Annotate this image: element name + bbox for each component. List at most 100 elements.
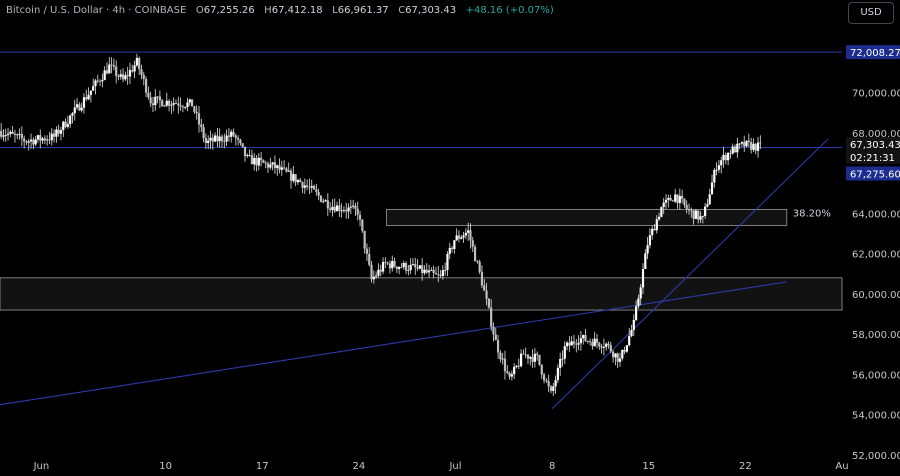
candle-body [41, 138, 44, 141]
interval[interactable]: 4h [112, 5, 126, 16]
candle-body [250, 155, 254, 165]
legend-header: Bitcoin / U.S. Dollar · 4h · COINBASE O6… [6, 5, 554, 16]
candle-body [80, 107, 83, 111]
candle-body [239, 139, 242, 144]
candle-body [506, 371, 509, 373]
candle-body [729, 152, 732, 154]
candle-body [149, 97, 152, 104]
candle-body [4, 135, 7, 136]
candle-body [299, 179, 302, 183]
candle-body [184, 107, 187, 108]
candle-body [398, 267, 401, 269]
currency-button[interactable]: USD [848, 2, 894, 24]
candle-body [234, 135, 237, 139]
candle-body [503, 358, 507, 372]
candle-body [568, 342, 571, 346]
candle-body [460, 237, 463, 239]
candle-body [156, 96, 159, 98]
candle-body [697, 210, 700, 220]
candle-body [637, 298, 640, 307]
candle-body [483, 285, 486, 291]
candle-body [287, 170, 290, 172]
candle-body [453, 240, 456, 249]
candle-body [329, 208, 332, 210]
candle-body [662, 202, 665, 208]
price-badge-label-0: 72,008.27 [850, 48, 900, 59]
candle-body [533, 353, 536, 362]
candle-body [338, 205, 341, 211]
price-badge-3 [846, 166, 900, 181]
low-label: L [332, 5, 338, 16]
candle-body [225, 135, 228, 142]
candle-body [280, 167, 283, 170]
candle-body [706, 204, 709, 207]
candle-body [356, 208, 359, 215]
candle-body [579, 338, 582, 344]
candle-body [333, 206, 336, 212]
candle-body [13, 133, 17, 135]
candle-body [131, 70, 134, 72]
candle-body [421, 265, 424, 274]
candle-body [432, 269, 435, 273]
candle-body [179, 105, 182, 107]
candle-body [708, 194, 711, 205]
candle-body [740, 142, 744, 144]
candle-body [450, 247, 454, 249]
candle-body [621, 349, 624, 359]
open-value: 67,255.26 [203, 5, 255, 16]
candle-body [467, 230, 470, 233]
candle-body [172, 103, 175, 105]
candle-body [510, 374, 513, 377]
candle-body [372, 276, 375, 280]
symbol-name[interactable]: Bitcoin / U.S. Dollar [6, 5, 103, 16]
candle-body [232, 131, 235, 136]
y-tick-label: 62,000.00 [852, 250, 900, 261]
candle-body [310, 185, 313, 188]
candle-body [220, 136, 224, 142]
candle-body [416, 267, 419, 269]
candle-body [308, 186, 311, 188]
candle-body [519, 353, 523, 367]
open-label: O [195, 5, 204, 16]
candle-body [499, 352, 502, 360]
candle-body [607, 343, 610, 345]
candle-body [181, 106, 184, 108]
candle-body [73, 107, 76, 114]
candle-body [248, 155, 251, 156]
candle-body [687, 208, 691, 211]
candle-body [625, 345, 628, 352]
trendline-1 [551, 138, 829, 410]
candle-body [368, 253, 371, 265]
candle-body [315, 189, 318, 193]
candle-body [154, 96, 157, 106]
candle-body [743, 142, 746, 147]
candle-body [124, 75, 127, 80]
candle-body [701, 215, 704, 217]
candle-body [559, 358, 562, 368]
candle-body [490, 307, 493, 327]
candle-body [439, 274, 442, 277]
candle-body [276, 165, 279, 169]
candle-body [186, 102, 189, 108]
candle-body [513, 366, 516, 375]
candle-body [246, 155, 249, 157]
candle-body [552, 386, 555, 391]
candle-body [144, 78, 148, 93]
candle-body [269, 164, 272, 168]
candle-body [386, 262, 389, 264]
candle-body [188, 99, 191, 103]
candle-body [759, 142, 762, 144]
x-tick-label: Au [835, 461, 848, 472]
candle-body [82, 97, 86, 108]
candle-body [89, 90, 92, 95]
candle-body [471, 240, 474, 247]
candle-body [283, 167, 286, 169]
candle-body [717, 165, 721, 170]
candle-body [646, 245, 649, 254]
candle-body [75, 104, 79, 108]
candle-body [326, 200, 329, 209]
candle-body [29, 139, 33, 142]
candle-body [43, 138, 46, 141]
candle-body [404, 262, 408, 271]
